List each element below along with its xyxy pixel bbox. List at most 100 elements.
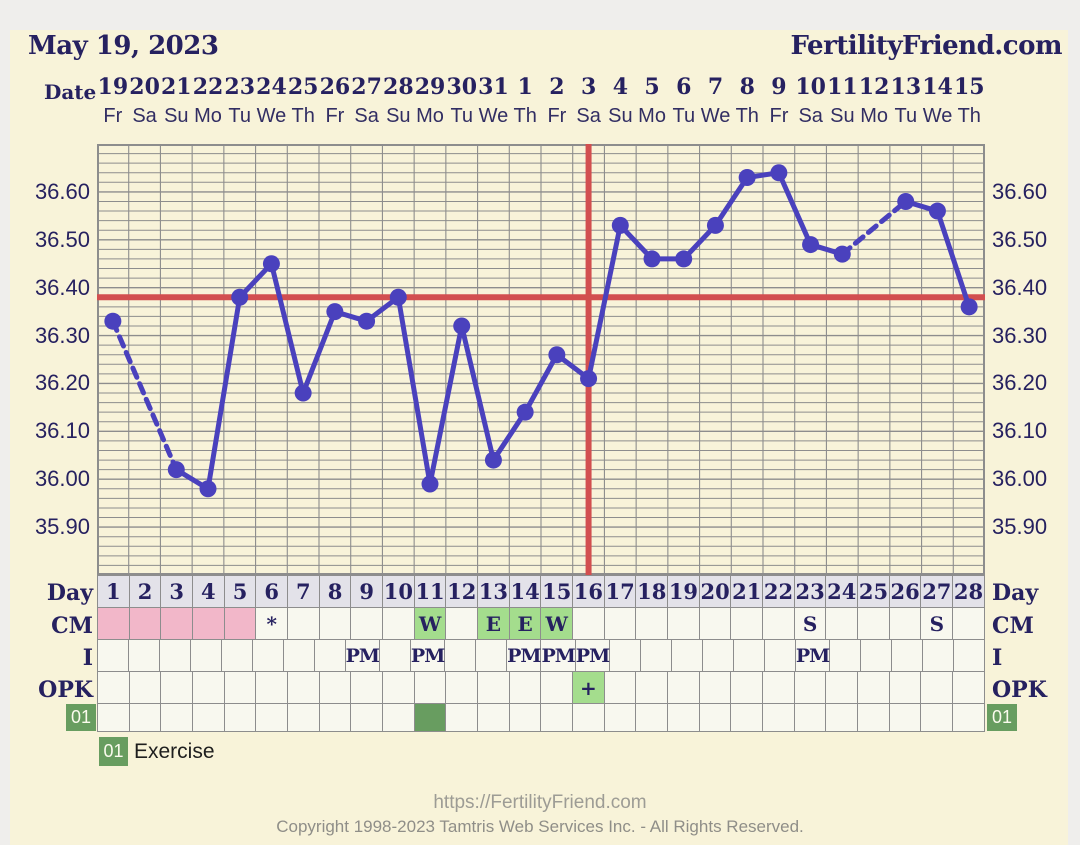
chart-border <box>97 144 985 575</box>
custom-01-cell <box>446 704 479 732</box>
opk-cell <box>446 672 479 704</box>
day-number-cell[interactable]: 12 <box>446 576 479 608</box>
weekday-axis-value: Fr <box>769 105 789 127</box>
date-axis-value: 31 <box>478 74 509 100</box>
custom-01-cell <box>509 704 542 732</box>
day-number-cell[interactable]: 11 <box>414 576 447 608</box>
cm-cell <box>129 608 162 640</box>
legend-exercise-label: Exercise <box>134 739 215 763</box>
intercourse-cell: PM <box>541 640 576 672</box>
date-axis-value: 3 <box>580 74 597 100</box>
day-number-cell[interactable]: 25 <box>858 576 890 608</box>
cm-cell <box>731 608 764 640</box>
cm-cell <box>636 608 669 640</box>
day-number-cell[interactable]: 16 <box>573 576 605 608</box>
opk-cell <box>668 672 700 704</box>
day-number-cell[interactable]: 26 <box>889 576 922 608</box>
temperature-point <box>516 403 534 421</box>
opk-cell <box>383 672 415 704</box>
weekday-axis-value: Su <box>608 105 633 127</box>
day-number-cell[interactable]: 15 <box>541 576 574 608</box>
date-axis-value: 5 <box>644 74 660 100</box>
day-number-cell[interactable]: 13 <box>478 576 510 608</box>
cm-cell: E <box>478 608 510 640</box>
day-number-cell[interactable]: 2 <box>129 576 162 608</box>
legend-01-badge: 01 <box>99 737 128 766</box>
intercourse-cell <box>252 640 284 672</box>
intercourse-cell <box>379 640 411 672</box>
intercourse-cell <box>702 640 734 672</box>
day-number-cell[interactable]: 10 <box>383 576 415 608</box>
day-number-cell[interactable]: 3 <box>161 576 194 608</box>
temperature-point <box>580 370 598 388</box>
day-number-cell[interactable]: 23 <box>794 576 827 608</box>
y-axis-tick-label: 36.00 <box>34 466 90 492</box>
day-number-cell[interactable]: 14 <box>509 576 542 608</box>
weekday-axis-value: Th <box>291 105 315 127</box>
day-number-cell[interactable]: 24 <box>826 576 859 608</box>
intercourse-cell <box>610 640 642 672</box>
opk-cell <box>541 672 574 704</box>
y-axis-tick-label: 36.50 <box>34 226 90 252</box>
opk-cell <box>414 672 447 704</box>
temperature-point <box>262 255 280 273</box>
intercourse-cell: PM <box>507 640 541 672</box>
temperature-point <box>738 169 756 187</box>
custom-01-cell <box>636 704 669 732</box>
intercourse-cell <box>641 640 673 672</box>
day-number-cell[interactable]: 9 <box>351 576 384 608</box>
day-number-cell[interactable]: 27 <box>921 576 954 608</box>
weekday-axis-value: We <box>700 105 731 127</box>
cm-cell <box>224 608 257 640</box>
temperature-point <box>928 202 946 220</box>
day-number-cell[interactable]: 6 <box>256 576 289 608</box>
temperature-point <box>326 303 344 321</box>
day-number-cell[interactable]: 7 <box>288 576 320 608</box>
date-axis-value: 25 <box>287 74 319 100</box>
day-number-cell[interactable]: 5 <box>224 576 257 608</box>
cm-cell <box>573 608 605 640</box>
day-number-cell[interactable]: 1 <box>98 576 130 608</box>
custom-01-cell <box>889 704 922 732</box>
cm-cell <box>446 608 479 640</box>
weekday-axis-value: Su <box>386 105 411 127</box>
weekday-axis-row: Fr Sa Su Mo Tu We Th Fr Sa Su Mo Tu We Th Fr Sa Su Mo Tu We… <box>97 105 985 131</box>
temperature-point <box>675 250 693 268</box>
day-number-cell[interactable]: 28 <box>953 576 985 608</box>
day-number-cell[interactable]: 21 <box>731 576 764 608</box>
weekday-axis-value: We <box>922 105 953 127</box>
date-axis-value: 10 <box>795 74 826 100</box>
intercourse-row-label-left: I <box>82 645 93 671</box>
footer-url[interactable]: https://FertilityFriend.com <box>433 792 647 813</box>
cm-cell: W <box>414 608 447 640</box>
date-axis-value: 30 <box>446 74 478 100</box>
day-number-cell[interactable]: 22 <box>763 576 795 608</box>
temperature-line-segment <box>712 175 750 228</box>
temperature-point <box>897 192 915 210</box>
custom-01-cell <box>921 704 954 732</box>
date-axis-label: Date <box>44 80 97 104</box>
weekday-axis-value: Mo <box>194 105 222 127</box>
custom-01-cell <box>858 704 890 732</box>
intercourse-cell <box>953 640 985 672</box>
temperature-point <box>548 346 566 364</box>
temperature-point <box>484 451 502 469</box>
custom-01-cell <box>763 704 795 732</box>
day-number-cell[interactable]: 8 <box>319 576 352 608</box>
custom-01-cell <box>319 704 352 732</box>
custom-01-cell <box>224 704 257 732</box>
site-logo-text[interactable]: FertilityFriend.com <box>790 31 1063 61</box>
opk-cell: + <box>573 672 605 704</box>
footer-copyright: Copyright 1998-2023 Tamtris Web Services… <box>276 817 804 836</box>
date-axis-value: 14 <box>922 74 953 100</box>
temperature-line-segment <box>522 352 560 415</box>
opk-cell <box>193 672 225 704</box>
intercourse-cell <box>159 640 191 672</box>
weekday-axis-value: Sa <box>798 105 823 127</box>
day-number-cell[interactable]: 19 <box>668 576 700 608</box>
day-number-cell[interactable]: 20 <box>699 576 732 608</box>
day-number-cell[interactable]: 4 <box>193 576 225 608</box>
day-number-cell[interactable]: 18 <box>636 576 669 608</box>
date-axis-value: 23 <box>224 74 256 100</box>
day-number-cell[interactable]: 17 <box>604 576 637 608</box>
